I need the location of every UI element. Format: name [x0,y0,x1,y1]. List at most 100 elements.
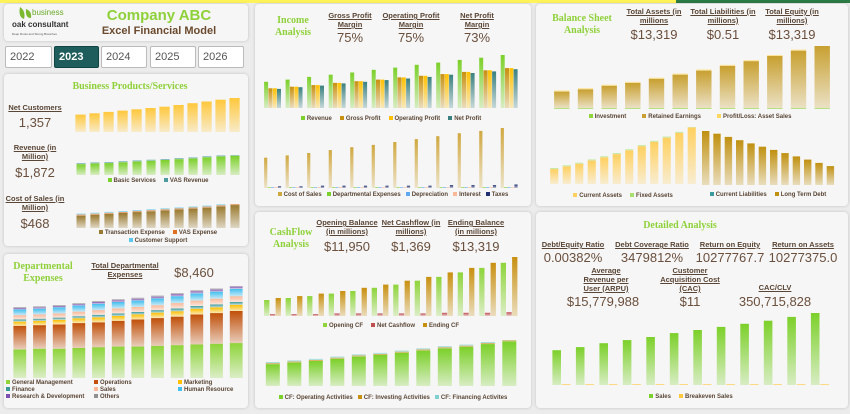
legend-item: Others [94,394,174,400]
sales-bar [773,384,782,385]
legend-item: Customer Support [128,238,187,244]
cashflow-balance-bar [512,257,518,316]
cashflow-balance-bar [463,312,469,316]
cashflow-activities-bar [351,356,366,386]
departmental-bar [229,311,243,344]
legend-swatch [678,394,683,399]
balance-assets-bar [637,146,646,184]
net-customers-value: 1,357 [18,115,52,130]
income-profit-bar [436,62,441,108]
legend-label: Operations [100,380,132,386]
legend-item: Transaction Expense [98,230,165,236]
revenue-bar [174,159,184,175]
departmental-bar [190,290,204,292]
cashflow-activities-bar [308,361,323,386]
year-button-2023[interactable]: 2023 [54,46,99,68]
legend-swatch [709,192,714,197]
departmental-bar [170,316,184,346]
balance-assets-bar [675,131,684,133]
net-cashflow-value: $1,369 [391,239,431,254]
total-departmental-value: $8,460 [174,265,214,280]
legend-item: Research & Development [6,394,90,400]
net-customers-bar [103,111,114,132]
departmental-bar [72,305,86,312]
income-profit-bar [419,75,423,108]
revenue-bar [76,163,86,165]
cost-of-sales-bar [160,210,170,228]
cashflow-balance-bar [484,312,491,316]
income-profit-bar [315,85,320,108]
cost-of-sales-bar [76,215,86,228]
revenue-bar [202,157,212,175]
revenue-bar [104,163,114,175]
year-button-2025[interactable]: 2025 [150,46,196,68]
income-profit-bar [393,67,398,108]
year-button-2024[interactable]: 2024 [101,46,147,68]
balance-equity-bar [577,88,594,90]
balance-equity-bar [743,60,759,62]
departmental-bar [210,291,223,299]
income-costs-bar [507,187,511,188]
total-departmental-label: Total Departmental Expenses [91,261,159,279]
legend-label: Investment [594,114,627,120]
income-costs-bar [464,187,468,188]
legend-swatch [573,193,578,198]
balance-equity-bar [790,50,807,108]
legend-swatch [405,192,410,197]
income-costs-bar [317,187,321,188]
sales-bar [575,347,585,385]
gross-margin-value: 75% [336,30,364,45]
income-profit-bar [505,68,509,108]
balance-liabilities-bar [724,136,733,185]
sales-chart [550,313,832,385]
legend-item: Cost of Sales [277,192,322,198]
balance-assets-bar [587,159,596,161]
legend-swatch [370,323,375,328]
departmental-bar [210,304,223,308]
opening-balance-label: Opening Balance (in millions) [316,218,378,236]
cost-of-sales-bar [188,206,198,208]
legend-swatch [339,116,344,121]
departmental-bar [72,303,86,305]
income-profit-bar [449,74,454,108]
cac-clv-label: CAC/CLV [758,283,792,292]
balance-assets-bar [662,136,671,138]
debt-coverage-value: 3479812% [620,250,684,265]
balance-liabilities-bar [736,140,744,185]
cashflow-activities-bar [416,348,431,350]
income-profit-chart [262,55,520,108]
legend-label: Retained Earnings [648,114,701,120]
income-costs-bar [439,187,443,188]
balance-assets-bar [600,156,609,158]
net-customers-bar [187,103,198,132]
balance-liabilities-bar [804,159,812,185]
year-button-2026[interactable]: 2026 [198,46,244,68]
income-profit-bar [333,82,337,108]
cashflow-balance-bar [457,272,463,316]
legend-item: Human Resource [178,387,254,393]
sales-bar [716,326,726,385]
net-customers-bar [229,98,240,132]
income-costs-bar [296,187,300,188]
departmental-bar [33,314,46,319]
revenue-bar [202,156,212,158]
balance-assets-bar [562,165,571,167]
logo: business oak consultant Deep Roots and S… [10,5,72,39]
cashflow-balance-bar [436,276,442,316]
cost-of-sales-bar [174,207,184,209]
cashflow-balance-bar [264,300,270,316]
legend-label: Taxes [491,192,509,198]
revenue-value: $1,872 [15,165,55,180]
net-customers-bar [131,109,142,132]
operating-margin-value: 75% [397,30,425,45]
departmental-bar [170,308,184,312]
revenue-bar [188,158,198,175]
legend-swatch [6,387,10,392]
balance-equity-bar [719,64,736,66]
year-button-2022[interactable]: 2022 [5,46,52,68]
departmental-bar [13,309,27,316]
income-profit-bar [414,64,419,108]
income-costs-bar [421,187,425,188]
legend-item: Marketing [178,380,254,386]
total-equity-label: Total Equity (in millions) [765,7,819,25]
